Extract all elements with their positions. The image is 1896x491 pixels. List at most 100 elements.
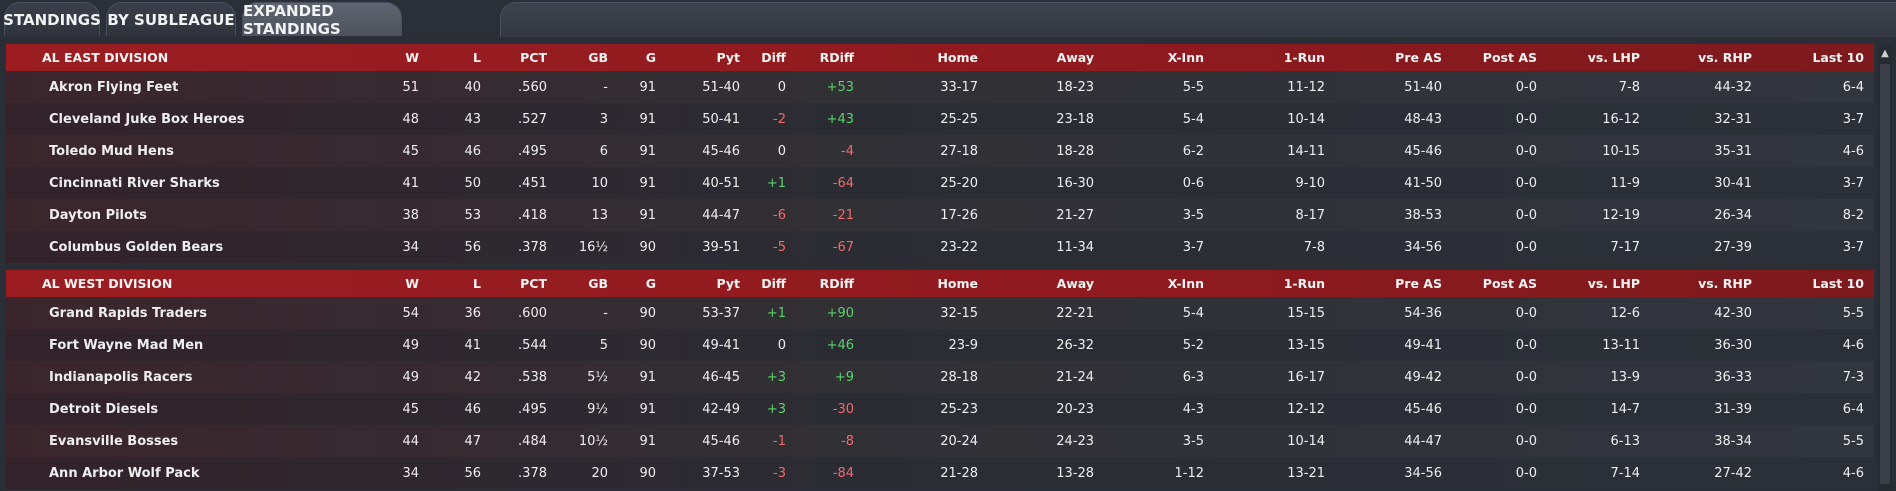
cell-rdiff: -84 (832, 465, 854, 481)
team-name[interactable]: Akron Flying Feet (49, 79, 179, 95)
column-header-vs-lhp[interactable]: vs. LHP (1587, 50, 1640, 65)
column-header-losses[interactable]: L (473, 276, 481, 291)
cell-pre-as: 45-46 (1404, 401, 1442, 417)
column-header-one-run[interactable]: 1-Run (1283, 50, 1325, 65)
scroll-up-icon[interactable]: ▲ (1881, 48, 1889, 59)
cell-post-as: 0-0 (1515, 79, 1537, 95)
column-header-diff[interactable]: Diff (761, 50, 786, 65)
column-header-pyt[interactable]: Pyt (716, 50, 740, 65)
team-row[interactable]: Grand Rapids Traders 54 36 .600 - 90 53-37 +1 +9… (6, 297, 1874, 329)
cell-wins: 54 (402, 305, 419, 321)
column-header-gb[interactable]: GB (588, 276, 608, 291)
column-header-home[interactable]: Home (937, 276, 978, 291)
column-header-x-inn[interactable]: X-Inn (1167, 276, 1204, 291)
cell-pre-as: 34-56 (1404, 239, 1442, 255)
cell-x-inn: 3-5 (1182, 207, 1204, 223)
team-row[interactable]: Dayton Pilots 38 53 .418 13 91 44-47 -6 -21 17-26… (6, 199, 1874, 231)
cell-rdiff: -4 (841, 143, 854, 159)
column-header-games[interactable]: G (645, 50, 656, 65)
cell-vs-rhp: 26-34 (1714, 207, 1752, 223)
cell-x-inn: 3-7 (1182, 239, 1204, 255)
column-header-vs-rhp[interactable]: vs. RHP (1698, 50, 1752, 65)
tab-standings[interactable]: STANDINGS (3, 2, 101, 36)
column-header-streak[interactable]: Strk (1868, 50, 1874, 65)
column-header-pct[interactable]: PCT (520, 50, 547, 65)
cell-last-10: 4-6 (1842, 465, 1864, 481)
team-row[interactable]: Akron Flying Feet 51 40 .560 - 91 51-40 0 +53 33-… (6, 71, 1874, 103)
team-row[interactable]: Indianapolis Racers 49 42 .538 5½ 91 46-45 +3 +9… (6, 361, 1874, 393)
column-header-x-inn[interactable]: X-Inn (1167, 50, 1204, 65)
column-header-pre-as[interactable]: Pre AS (1395, 276, 1442, 291)
cell-streak: W1 (1868, 466, 1874, 481)
column-header-losses[interactable]: L (473, 50, 481, 65)
column-header-away[interactable]: Away (1056, 50, 1094, 65)
cell-losses: 36 (464, 305, 481, 321)
column-header-away[interactable]: Away (1056, 276, 1094, 291)
team-name[interactable]: Fort Wayne Mad Men (49, 337, 204, 353)
team-row[interactable]: Cleveland Juke Box Heroes 48 43 .527 3 91 50-4… (6, 103, 1874, 135)
cell-losses: 56 (464, 239, 481, 255)
column-header-diff[interactable]: Diff (761, 276, 786, 291)
column-header-pre-as[interactable]: Pre AS (1395, 50, 1442, 65)
team-name[interactable]: Indianapolis Racers (49, 369, 193, 385)
cell-vs-rhp: 32-31 (1714, 111, 1752, 127)
column-header-home[interactable]: Home (937, 50, 978, 65)
team-row[interactable]: Ann Arbor Wolf Pack 34 56 .378 20 90 37-53 -3 -8… (6, 457, 1874, 489)
column-header-pyt[interactable]: Pyt (716, 276, 740, 291)
cell-one-run: 15-15 (1287, 305, 1325, 321)
cell-vs-lhp: 12-19 (1602, 207, 1640, 223)
cell-games: 90 (639, 337, 656, 353)
cell-x-inn: 0-6 (1182, 175, 1204, 191)
cell-away: 22-21 (1056, 305, 1094, 321)
team-row[interactable]: Cincinnati River Sharks 41 50 .451 10 91 40-51… (6, 167, 1874, 199)
column-header-post-as[interactable]: Post AS (1482, 276, 1537, 291)
cell-gb: 9½ (587, 401, 608, 417)
team-name[interactable]: Toledo Mud Hens (49, 143, 174, 159)
cell-rdiff: -30 (832, 401, 854, 417)
column-header-pct[interactable]: PCT (520, 276, 547, 291)
team-row[interactable]: Columbus Golden Bears 34 56 .378 16½ 90 39-51 -… (6, 231, 1874, 263)
column-header-rdiff[interactable]: RDiff (819, 50, 854, 65)
team-row[interactable]: Fort Wayne Mad Men 49 41 .544 5 90 49-41 0 +46 23… (6, 329, 1874, 361)
team-name[interactable]: Dayton Pilots (49, 207, 147, 223)
cell-diff: 0 (777, 337, 786, 353)
cell-streak: L1 (1868, 306, 1874, 321)
cell-wins: 38 (402, 207, 419, 223)
cell-last-10: 5-5 (1842, 433, 1864, 449)
cell-pct: .544 (518, 337, 547, 353)
column-header-last-10[interactable]: Last 10 (1812, 276, 1864, 291)
column-header-vs-lhp[interactable]: vs. LHP (1587, 276, 1640, 291)
cell-last-10: 6-4 (1842, 401, 1864, 417)
cell-pct: .538 (518, 369, 547, 385)
team-name[interactable]: Columbus Golden Bears (49, 239, 224, 255)
column-header-last-10[interactable]: Last 10 (1812, 50, 1864, 65)
cell-pyt: 44-47 (702, 207, 740, 223)
column-header-one-run[interactable]: 1-Run (1283, 276, 1325, 291)
column-header-streak[interactable]: Strk (1868, 276, 1874, 291)
team-row[interactable]: Toledo Mud Hens 45 46 .495 6 91 45-46 0 -4 27-18 1… (6, 135, 1874, 167)
cell-away: 11-34 (1056, 239, 1094, 255)
scrollbar-thumb[interactable] (1880, 64, 1890, 484)
cell-away: 18-23 (1056, 79, 1094, 95)
cell-pyt: 46-45 (702, 369, 740, 385)
team-row[interactable]: Evansville Bosses 44 47 .484 10½ 91 45-46 -1 -8 2… (6, 425, 1874, 457)
team-name[interactable]: Cleveland Juke Box Heroes (49, 111, 245, 127)
cell-vs-lhp: 10-15 (1602, 143, 1640, 159)
column-header-rdiff[interactable]: RDiff (819, 276, 854, 291)
column-header-vs-rhp[interactable]: vs. RHP (1698, 276, 1752, 291)
team-name[interactable]: Ann Arbor Wolf Pack (49, 465, 200, 481)
tab-expanded-standings[interactable]: EXPANDED STANDINGS (242, 2, 402, 38)
cell-vs-rhp: 42-30 (1714, 305, 1752, 321)
column-header-gb[interactable]: GB (588, 50, 608, 65)
column-header-wins[interactable]: W (405, 50, 419, 65)
cell-pct: .484 (518, 433, 547, 449)
team-row[interactable]: Detroit Diesels 45 46 .495 9½ 91 42-49 +3 -30 25-… (6, 393, 1874, 425)
team-name[interactable]: Grand Rapids Traders (49, 305, 207, 321)
column-header-games[interactable]: G (645, 276, 656, 291)
team-name[interactable]: Detroit Diesels (49, 401, 159, 417)
tab-by-subleague[interactable]: BY SUBLEAGUE (106, 2, 236, 36)
team-name[interactable]: Cincinnati River Sharks (49, 175, 220, 191)
team-name[interactable]: Evansville Bosses (49, 433, 179, 449)
column-header-post-as[interactable]: Post AS (1482, 50, 1537, 65)
column-header-wins[interactable]: W (405, 276, 419, 291)
